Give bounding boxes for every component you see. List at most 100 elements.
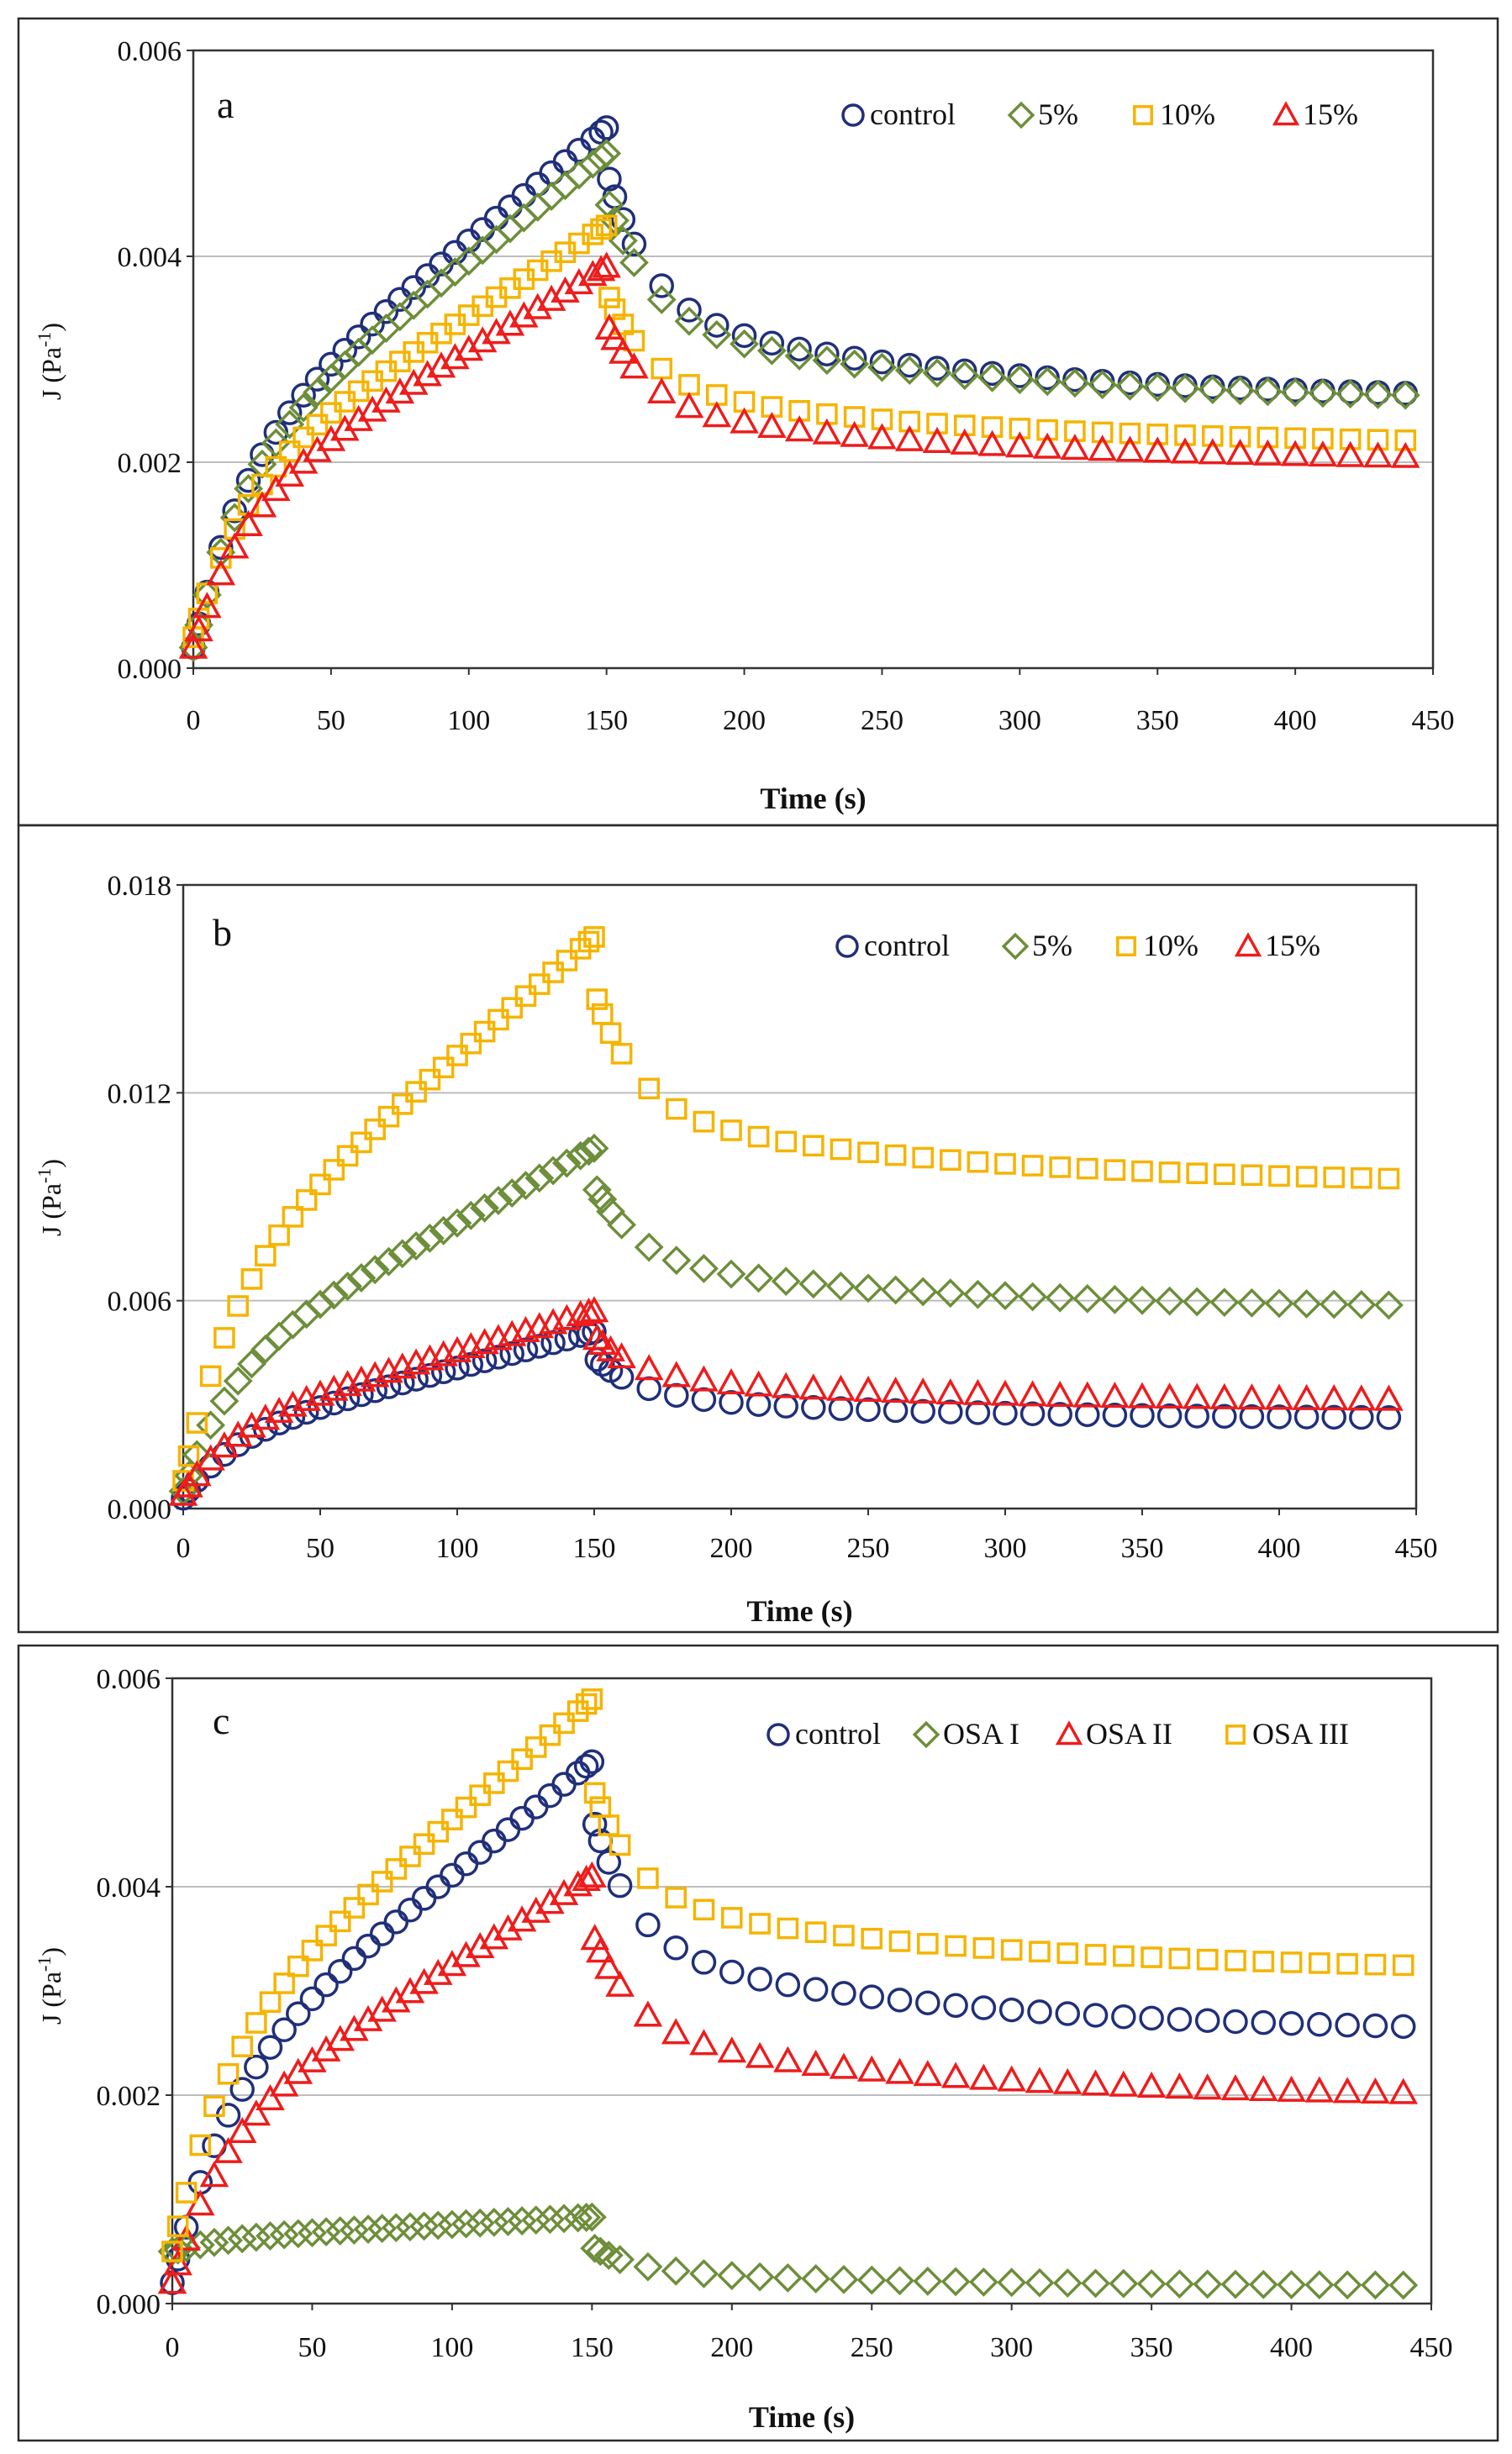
data-point (301, 1988, 323, 2009)
data-point (803, 2267, 829, 2292)
data-point (1251, 2272, 1276, 2297)
x-tick-label: 450 (1410, 2332, 1453, 2363)
data-point (666, 1888, 685, 1907)
data-point (916, 2063, 940, 2085)
data-point (594, 141, 619, 166)
data-point (938, 1281, 963, 1306)
y-axis-title: J (Pa-1) (34, 1947, 66, 2025)
data-point (748, 2045, 772, 2067)
data-point (999, 2068, 1024, 2090)
data-point (694, 1900, 713, 1919)
data-point (750, 1127, 768, 1145)
data-point (760, 415, 784, 437)
data-point (513, 1750, 531, 1768)
series-control (172, 1321, 1399, 1509)
data-point (1195, 2272, 1220, 2297)
data-point (401, 292, 426, 318)
data-point (719, 2263, 745, 2288)
data-point (805, 1978, 827, 2000)
data-point (831, 2267, 856, 2292)
data-point (270, 1226, 288, 1245)
data-point (1325, 1168, 1343, 1187)
data-point (511, 1808, 533, 1830)
data-point (888, 2268, 913, 2293)
data-point (835, 1926, 853, 1945)
data-point (734, 324, 756, 346)
data-point (238, 470, 260, 492)
legend-label: 10% (1143, 929, 1199, 962)
data-point (212, 1388, 237, 1414)
data-point (1167, 2272, 1192, 2297)
data-point (1027, 2270, 1052, 2295)
y-tick-label: 0.006 (118, 36, 182, 67)
data-point (1113, 2006, 1135, 2028)
data-point (277, 464, 302, 486)
data-point (636, 1235, 661, 1260)
data-point (1170, 1949, 1188, 1967)
data-point (732, 410, 756, 432)
data-point (919, 1935, 937, 1953)
series-15- (171, 1299, 1401, 1504)
data-point (1058, 1944, 1077, 1962)
series-10- (184, 216, 1415, 646)
data-point (461, 1035, 480, 1053)
data-point (1142, 1948, 1161, 1967)
data-point (777, 1974, 798, 1996)
data-point (371, 1923, 393, 1945)
data-point (778, 1919, 797, 1937)
data-point (525, 1796, 547, 1818)
data-point (357, 1935, 379, 1957)
data-point (1086, 1946, 1104, 1964)
panel-a: 0.0000.0020.0040.0060 50 100 150 200 250 300 35… (18, 18, 1498, 825)
x-axis-title: Time (s) (749, 2400, 855, 2434)
data-point (385, 1911, 407, 1933)
data-point (914, 1148, 932, 1166)
data-point (856, 1276, 881, 1301)
data-point (566, 162, 592, 187)
data-point (261, 1993, 279, 2011)
data-point (414, 1888, 435, 1909)
data-point (666, 1384, 688, 1406)
data-point (530, 975, 549, 993)
data-point (859, 2267, 884, 2293)
data-point (597, 1956, 621, 1977)
data-point (652, 359, 671, 377)
legend-label: 15% (1265, 929, 1320, 962)
data-point (216, 2140, 240, 2162)
data-point (856, 1379, 881, 1401)
data-point (613, 1045, 631, 1063)
data-point (1083, 2271, 1109, 2296)
data-point (429, 1823, 447, 1841)
y-tick-label: 0.002 (97, 2081, 161, 2112)
data-point (1338, 1955, 1357, 1973)
y-tick-label: 0.004 (118, 242, 182, 273)
data-point (940, 1401, 961, 1423)
legend-label: 5% (1032, 929, 1072, 962)
data-point (1379, 1169, 1398, 1188)
data-point (860, 2058, 884, 2080)
data-point (582, 1690, 601, 1709)
x-tick-label: 450 (1395, 1533, 1438, 1564)
x-tick-label: 50 (298, 2332, 326, 2363)
data-point (692, 2032, 716, 2054)
data-point (1024, 1156, 1042, 1175)
plot-area (172, 1678, 1431, 2304)
figure: 0.0000.0020.0040.0060 50 100 150 200 250 300 35… (0, 0, 1512, 2454)
data-point (804, 1136, 823, 1155)
x-tick-label: 400 (1274, 705, 1317, 736)
data-point (719, 2040, 744, 2062)
data-point (1105, 1161, 1124, 1179)
data-point (485, 1774, 503, 1793)
x-tick-label: 300 (998, 705, 1041, 736)
data-point (581, 1751, 603, 1772)
data-point (553, 173, 578, 198)
data-point (527, 1738, 545, 1756)
data-point (202, 1367, 220, 1385)
data-point (515, 1339, 537, 1361)
data-point (361, 313, 383, 335)
data-point (233, 2037, 251, 2056)
panel-border (18, 1646, 1498, 2441)
data-point (308, 415, 326, 434)
x-tick-label: 450 (1412, 705, 1455, 736)
x-tick-label: 200 (723, 705, 766, 736)
